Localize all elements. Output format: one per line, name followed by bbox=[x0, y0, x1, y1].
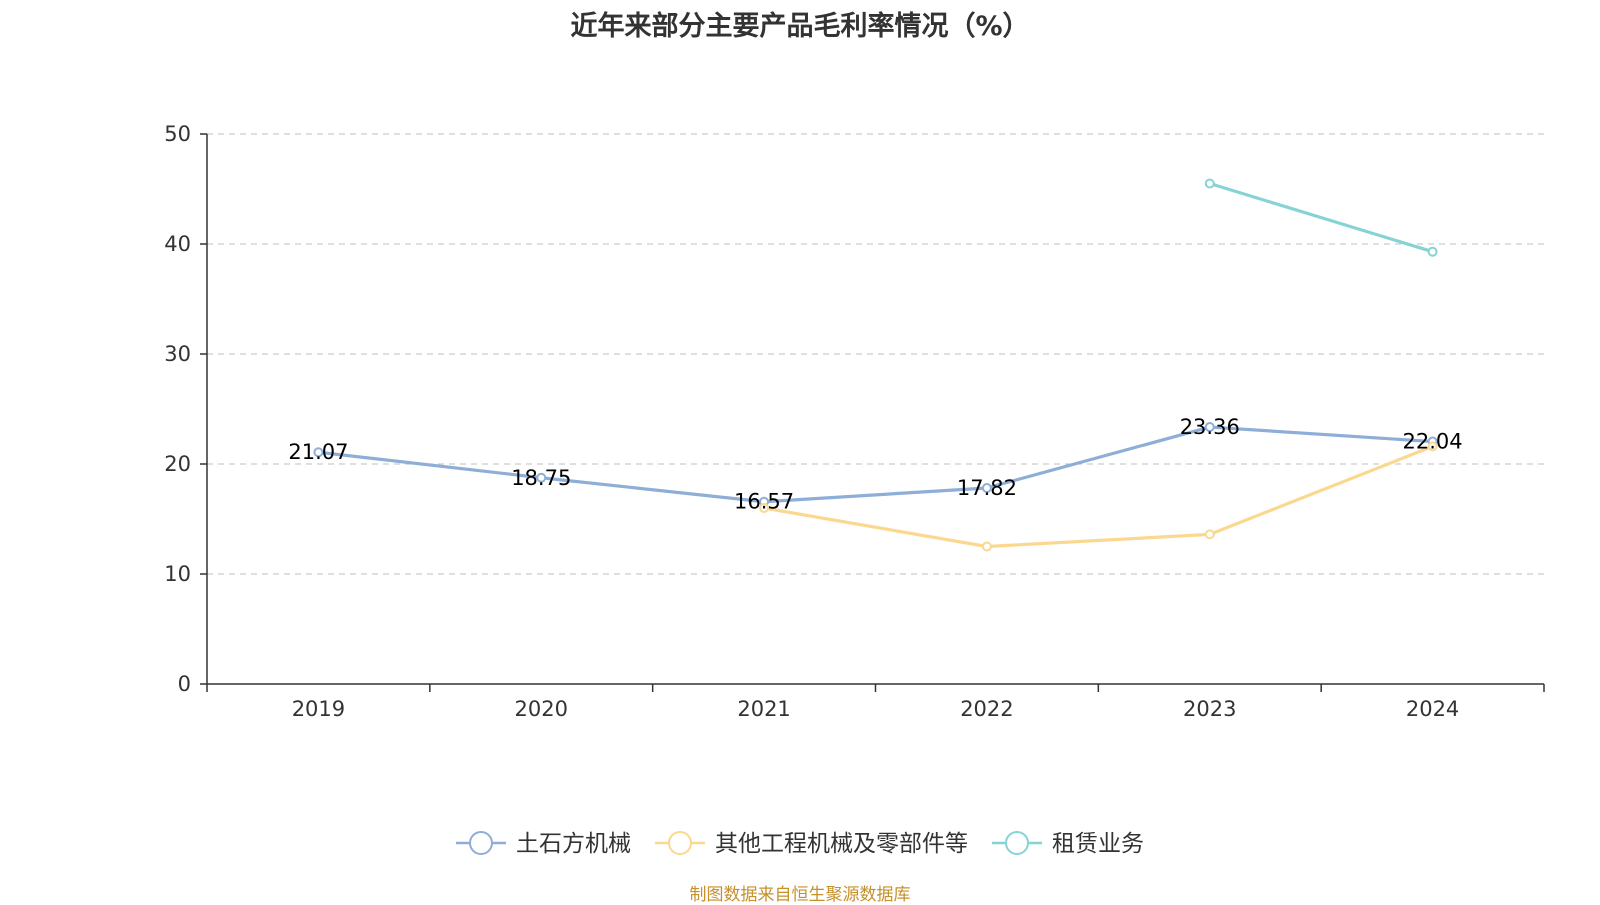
x-tick-label: 2023 bbox=[1183, 697, 1236, 721]
axes: 0 10 20 30 40 50 2019 2020 2021 2022 2023 2024 bbox=[164, 122, 1545, 721]
data-point bbox=[1204, 529, 1215, 540]
x-tick-label: 2024 bbox=[1406, 697, 1459, 721]
data-label: 22.04 bbox=[1403, 430, 1463, 454]
x-tick-label: 2020 bbox=[515, 697, 568, 721]
legend-label: 租赁业务 bbox=[1052, 831, 1144, 857]
y-tick-label: 0 bbox=[178, 672, 191, 696]
y-tick-label: 20 bbox=[164, 452, 191, 476]
series-line-1 bbox=[318, 425, 1433, 504]
data-label: 18.75 bbox=[511, 466, 571, 490]
legend-marker-circle bbox=[469, 831, 493, 855]
source-note: 制图数据来自恒生聚源数据库 bbox=[689, 885, 911, 905]
chart-title: 近年来部分主要产品毛利率情况（%） bbox=[570, 11, 1030, 42]
data-point bbox=[536, 472, 547, 483]
data-point bbox=[1427, 441, 1438, 452]
x-tick-label: 2021 bbox=[737, 697, 790, 721]
data-label: 21.07 bbox=[288, 440, 348, 464]
data-label: 23.36 bbox=[1180, 415, 1240, 439]
data-label: 17.82 bbox=[957, 476, 1017, 500]
data-point bbox=[981, 541, 992, 552]
data-point bbox=[313, 447, 324, 458]
data-point bbox=[1204, 178, 1215, 189]
series-line-3 bbox=[1209, 181, 1434, 254]
series-line-2 bbox=[763, 444, 1434, 549]
data-point bbox=[1204, 422, 1215, 433]
data-point bbox=[1427, 246, 1438, 257]
grid-lines bbox=[207, 133, 1544, 575]
y-tick-label: 50 bbox=[164, 122, 191, 146]
legend-label: 土石方机械 bbox=[516, 831, 631, 857]
x-tick-label: 2019 bbox=[292, 697, 345, 721]
series-lines bbox=[313, 178, 1438, 552]
legend-label: 其他工程机械及零部件等 bbox=[715, 831, 968, 857]
y-tick-label: 10 bbox=[164, 562, 191, 586]
data-label: 16.57 bbox=[734, 490, 794, 514]
legend-marker-circle bbox=[1005, 831, 1029, 855]
legend: 土石方机械 其他工程机械及零部件等 租赁业务 bbox=[456, 831, 1144, 857]
data-point bbox=[759, 503, 770, 513]
legend-marker-circle bbox=[668, 831, 692, 855]
legend-item-1: 土石方机械 bbox=[456, 831, 631, 857]
data-labels: 21.07 18.75 16.57 17.82 23.36 22.04 bbox=[288, 415, 1462, 514]
y-tick-label: 40 bbox=[164, 232, 191, 256]
x-tick-label: 2022 bbox=[960, 697, 1013, 721]
legend-item-2: 其他工程机械及零部件等 bbox=[655, 831, 968, 857]
y-tick-label: 30 bbox=[164, 342, 191, 366]
legend-item-3: 租赁业务 bbox=[992, 831, 1144, 857]
data-point bbox=[981, 482, 992, 493]
